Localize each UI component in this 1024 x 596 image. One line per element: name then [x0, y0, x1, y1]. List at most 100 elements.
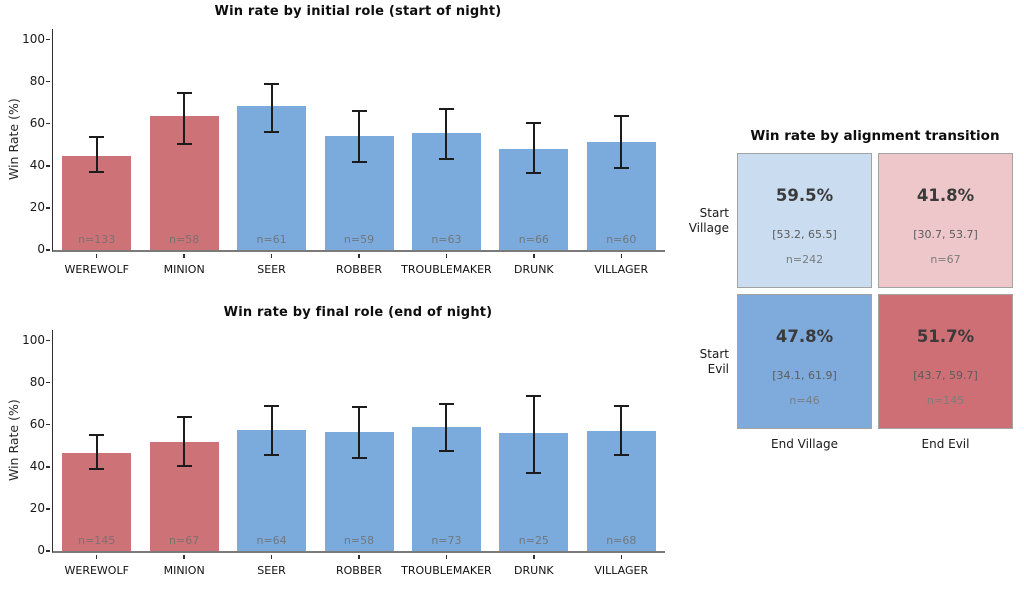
x-tick-label: MINION — [163, 263, 205, 276]
x-tick-label: TROUBLEMAKER — [401, 263, 492, 276]
bar-count-label: n=66 — [518, 233, 549, 246]
error-bar-cap-high — [176, 416, 192, 419]
y-tick-label: 80 — [29, 73, 45, 88]
error-bar-cap-high — [89, 434, 105, 437]
x-tick-mark — [358, 555, 360, 559]
x-tick-label: DRUNK — [514, 263, 554, 276]
error-bar-cap-low — [176, 142, 192, 145]
x-tick-label: SEER — [257, 564, 286, 577]
cell-confidence-interval: [53.2, 65.5] — [772, 228, 837, 241]
y-tick-mark — [46, 508, 50, 510]
bar-chart-final-role: Win rate by final role (end of night) Wi… — [0, 301, 690, 596]
y-tick-mark — [46, 339, 50, 342]
matrix-cell-start-evil-end-evil: 51.7% [43.7, 59.7] n=145 — [878, 294, 1013, 429]
y-tick-mark — [46, 38, 50, 41]
matrix-col-label-end-evil: End Evil — [921, 437, 970, 451]
y-tick-label: 100 — [22, 332, 45, 347]
y-tick-label: 0 — [37, 543, 45, 557]
chart-title: Win rate by initial role (start of night… — [214, 4, 502, 19]
bar-count-label: n=61 — [256, 233, 287, 246]
error-bar-cap-high — [176, 91, 192, 94]
cell-win-rate: 51.7% — [916, 327, 975, 346]
x-tick-label: VILLAGER — [594, 263, 649, 276]
error-bar-cap-low — [89, 171, 105, 174]
y-tick-label: 100 — [22, 31, 45, 46]
y-tick-label: 40 — [29, 458, 45, 473]
error-bar-cap-low — [89, 467, 105, 470]
bar-count-label: n=60 — [606, 233, 637, 246]
error-bar — [183, 92, 186, 144]
y-axis-label: Win Rate (%) — [6, 98, 21, 181]
error-bar — [270, 83, 273, 132]
y-axis-label: Win Rate (%) — [6, 399, 21, 482]
error-bar-cap-high — [351, 405, 367, 408]
error-bar-cap-high — [264, 82, 280, 85]
x-tick-label: MINION — [163, 564, 205, 577]
bar-count-label: n=59 — [343, 233, 375, 246]
x-tick-mark — [183, 254, 185, 258]
bar-count-label: n=63 — [431, 233, 462, 246]
error-bar — [358, 110, 360, 163]
error-bar-cap-low — [264, 454, 280, 457]
error-bar-cap-high — [613, 404, 629, 407]
y-tick-mark — [46, 207, 50, 209]
y-tick-label: 20 — [29, 199, 45, 214]
x-tick-label: ROBBER — [336, 564, 382, 577]
cell-sample-size: n=145 — [926, 394, 965, 407]
error-bar-cap-high — [526, 394, 542, 397]
error-bar — [620, 116, 623, 169]
bar-count-label: n=64 — [256, 534, 287, 547]
cell-confidence-interval: [34.1, 61.9] — [772, 369, 837, 382]
error-bar-cap-low — [526, 471, 542, 474]
cell-win-rate: 59.5% — [775, 186, 834, 205]
error-bar — [95, 137, 98, 173]
matrix-col-label-end-village: End Village — [771, 437, 838, 451]
error-bar-cap-low — [351, 457, 367, 460]
error-bar-cap-low — [264, 130, 280, 133]
bar-count-label: n=67 — [169, 534, 200, 547]
bar-count-label: n=58 — [169, 233, 200, 246]
x-tick-mark — [620, 254, 623, 258]
y-tick-mark — [46, 80, 50, 83]
bar-count-label: n=145 — [78, 534, 116, 547]
chart-title: Win rate by final role (end of night) — [223, 305, 493, 320]
error-bar-cap-high — [264, 404, 280, 407]
x-tick-mark — [533, 555, 535, 559]
y-tick-label: 20 — [29, 500, 45, 515]
error-bar — [445, 109, 448, 159]
y-tick-label: 60 — [29, 416, 45, 431]
error-bar — [532, 395, 535, 473]
error-bar-cap-high — [438, 403, 454, 406]
error-bar-cap-low — [438, 449, 454, 452]
error-bar-cap-high — [89, 136, 105, 139]
matrix-cell-start-evil-end-village: 47.8% [34.1, 61.9] n=46 — [737, 294, 872, 429]
cell-sample-size: n=242 — [785, 253, 824, 266]
error-bar-cap-high — [526, 122, 542, 125]
plot-area: 0 20 40 60 80 100 n=145 WEREWOLF n=67 MINION n=64 S… — [22, 330, 665, 577]
x-tick-label: DRUNK — [514, 564, 554, 577]
x-tick-mark — [620, 555, 623, 559]
x-tick-mark — [270, 254, 273, 258]
x-tick-label: WEREWOLF — [64, 263, 129, 276]
error-bar — [532, 123, 535, 173]
cell-sample-size: n=67 — [930, 253, 961, 266]
matrix-title: Win rate by alignment transition — [750, 128, 1000, 144]
error-bar-cap-high — [438, 107, 454, 110]
y-tick-label: 80 — [29, 374, 45, 389]
error-bar — [270, 405, 273, 456]
matrix-cell-start-village-end-village: 59.5% [53.2, 65.5] n=242 — [737, 153, 872, 288]
x-tick-label: WEREWOLF — [64, 564, 129, 577]
y-tick-mark — [46, 381, 50, 384]
x-tick-label: ROBBER — [336, 263, 382, 276]
y-tick-label: 60 — [29, 115, 45, 130]
error-bar-cap-high — [351, 109, 367, 112]
y-tick-mark — [46, 423, 50, 426]
error-bar — [95, 435, 98, 469]
error-bar-cap-low — [438, 157, 454, 160]
error-bar-cap-low — [613, 167, 629, 170]
cell-confidence-interval: [43.7, 59.7] — [913, 369, 978, 382]
cell-confidence-interval: [30.7, 53.7] — [913, 228, 978, 241]
bar-count-label: n=133 — [78, 233, 116, 246]
plot-area: 0 20 40 60 80 100 n=133 WEREWOLF n=58 MINION n=61 S… — [22, 29, 665, 276]
error-bar-cap-low — [613, 454, 629, 457]
